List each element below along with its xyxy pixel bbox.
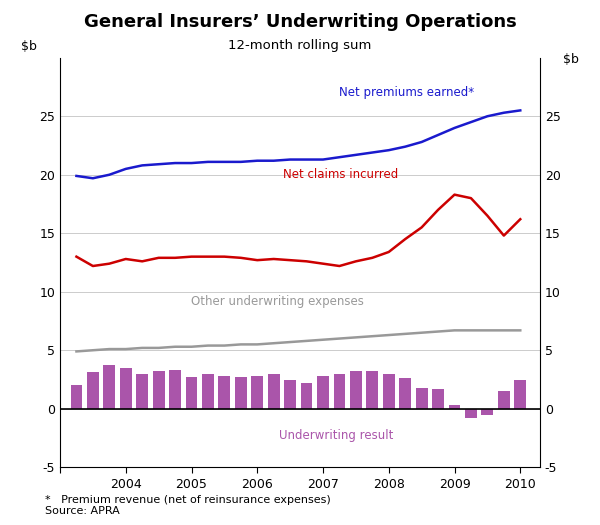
Bar bbox=[87, 372, 99, 409]
Bar bbox=[71, 385, 82, 409]
Bar bbox=[449, 405, 460, 409]
Text: Source: APRA: Source: APRA bbox=[45, 506, 120, 516]
Bar bbox=[103, 365, 115, 409]
Bar bbox=[153, 371, 164, 409]
Bar bbox=[268, 374, 280, 409]
Y-axis label: $b: $b bbox=[21, 40, 37, 53]
Bar bbox=[317, 376, 329, 409]
Bar bbox=[136, 374, 148, 409]
Bar bbox=[218, 376, 230, 409]
Text: Underwriting result: Underwriting result bbox=[279, 428, 394, 442]
Y-axis label: $b: $b bbox=[563, 53, 579, 66]
Bar bbox=[301, 383, 313, 409]
Bar bbox=[235, 377, 247, 409]
Text: Other underwriting expenses: Other underwriting expenses bbox=[191, 295, 364, 308]
Bar bbox=[514, 380, 526, 409]
Bar bbox=[498, 391, 510, 409]
Bar bbox=[367, 371, 378, 409]
Bar bbox=[169, 370, 181, 409]
Bar bbox=[465, 409, 477, 418]
Bar bbox=[432, 389, 444, 409]
Text: 12-month rolling sum: 12-month rolling sum bbox=[229, 39, 371, 52]
Bar bbox=[481, 409, 493, 415]
Text: *   Premium revenue (net of reinsurance expenses): * Premium revenue (net of reinsurance ex… bbox=[45, 495, 331, 505]
Bar bbox=[251, 376, 263, 409]
Text: General Insurers’ Underwriting Operations: General Insurers’ Underwriting Operation… bbox=[83, 13, 517, 31]
Bar bbox=[202, 374, 214, 409]
Text: Net claims incurred: Net claims incurred bbox=[283, 167, 398, 181]
Bar bbox=[284, 380, 296, 409]
Bar bbox=[120, 368, 131, 409]
Bar bbox=[416, 387, 428, 409]
Bar bbox=[185, 377, 197, 409]
Text: Net premiums earned*: Net premiums earned* bbox=[339, 86, 474, 99]
Bar bbox=[350, 371, 362, 409]
Bar bbox=[334, 374, 346, 409]
Bar bbox=[399, 379, 411, 409]
Bar bbox=[383, 374, 395, 409]
